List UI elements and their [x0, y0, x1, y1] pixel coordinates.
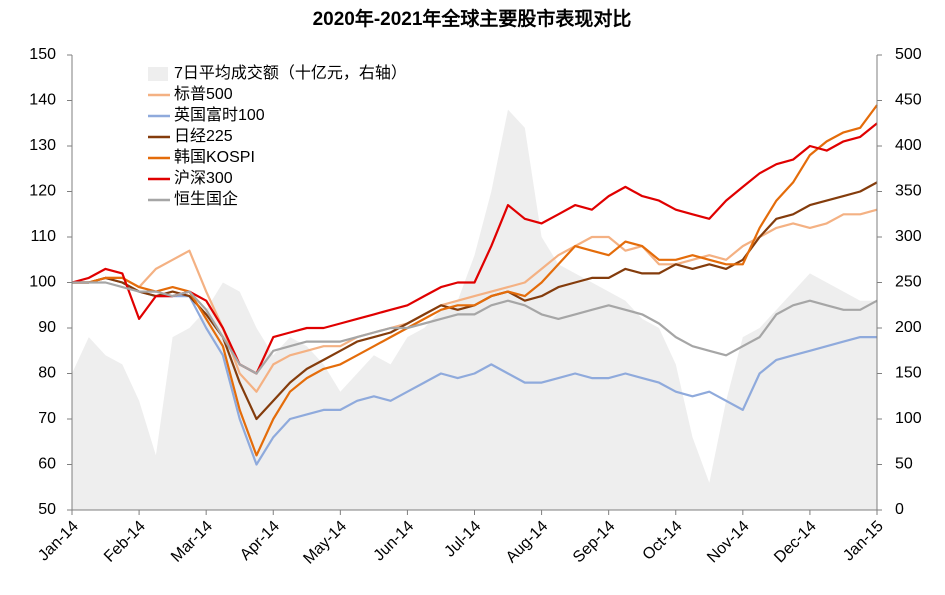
- x-tick-label: Jan-14: [35, 518, 82, 565]
- y2-tick-label: 300: [895, 228, 922, 245]
- y-tick-label: 130: [29, 137, 56, 154]
- y-tick-label: 140: [29, 92, 56, 109]
- legend-label: 英国富时100: [174, 106, 265, 124]
- x-tick-label: Jul-14: [441, 518, 484, 561]
- y-tick-label: 60: [38, 456, 56, 473]
- y-tick-label: 70: [38, 410, 56, 427]
- x-tick-label: Apr-14: [237, 518, 283, 564]
- legend-label: 标普500: [174, 85, 233, 103]
- y-tick-label: 80: [38, 365, 56, 382]
- y2-tick-label: 250: [895, 274, 922, 291]
- chart-title: 2020年-2021年全球主要股市表现对比: [313, 7, 632, 30]
- legend-swatch: [148, 67, 168, 81]
- legend-label: 日经225: [174, 127, 233, 145]
- volume-area: [72, 109, 877, 510]
- y-tick-label: 150: [29, 46, 56, 63]
- y-tick-label: 50: [38, 501, 56, 518]
- line-series: [71, 122, 878, 375]
- x-tick-label: Feb-14: [101, 518, 149, 566]
- y-tick-label: 100: [29, 274, 56, 291]
- x-tick-label: Dec-14: [771, 518, 820, 567]
- line-series: [72, 276, 877, 466]
- y2-tick-label: 100: [895, 410, 922, 427]
- y2-tick-label: 150: [895, 365, 922, 382]
- legend-label: 7日平均成交额（十亿元，右轴）: [174, 64, 407, 82]
- legend-label: 恒生国企: [174, 190, 238, 208]
- x-tick-label: Sep-14: [570, 518, 619, 567]
- line-series: [72, 208, 878, 393]
- x-tick-label: Aug-14: [503, 518, 552, 567]
- y-tick-label: 110: [30, 228, 56, 245]
- x-tick-label: May-14: [300, 518, 350, 568]
- y2-tick-label: 400: [895, 137, 922, 154]
- x-tick-label: Mar-14: [168, 518, 216, 566]
- legend-label: 沪深300: [174, 169, 233, 187]
- y2-tick-label: 50: [895, 456, 913, 473]
- y-tick-label: 120: [29, 183, 56, 200]
- x-tick-label: Jun-14: [371, 518, 418, 565]
- line-series: [72, 281, 878, 375]
- y-tick-label: 90: [38, 319, 56, 336]
- y2-tick-label: 200: [895, 319, 922, 336]
- y2-tick-label: 450: [895, 92, 922, 109]
- y2-tick-label: 0: [895, 501, 904, 518]
- legend-label: 韩国KOSPI: [174, 148, 255, 166]
- y2-tick-label: 350: [895, 183, 922, 200]
- x-tick-label: Nov-14: [704, 518, 753, 567]
- y2-tick-label: 500: [895, 46, 922, 63]
- x-tick-label: Oct-14: [640, 518, 686, 564]
- line-series: [72, 104, 878, 457]
- plot-area: [71, 104, 878, 510]
- x-tick-label: Jan-15: [840, 518, 887, 565]
